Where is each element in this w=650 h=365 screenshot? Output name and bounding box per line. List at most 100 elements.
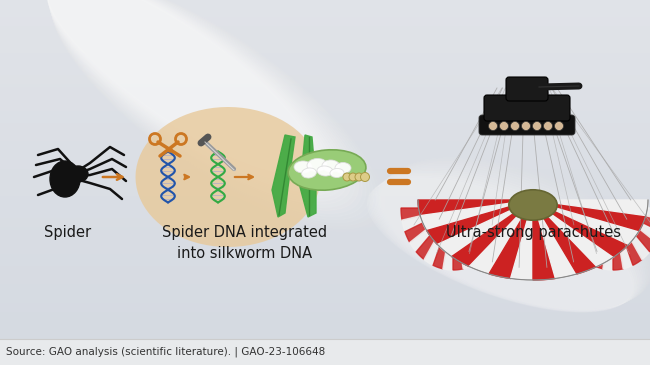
Polygon shape [613, 208, 633, 269]
Circle shape [543, 122, 552, 131]
Bar [0, 76, 650, 79]
Polygon shape [453, 208, 489, 260]
Bar [0, 328, 650, 331]
Bar [0, 252, 650, 256]
Polygon shape [453, 208, 496, 252]
Bar [0, 322, 650, 326]
Bar [0, 30, 650, 34]
Circle shape [489, 122, 497, 131]
Bar [0, 349, 650, 353]
Polygon shape [135, 107, 320, 247]
Polygon shape [405, 208, 453, 242]
Polygon shape [613, 208, 650, 252]
Polygon shape [418, 200, 533, 216]
Bar [0, 358, 650, 362]
Bar [0, 51, 650, 55]
Bar [0, 182, 650, 185]
Bar [0, 18, 650, 21]
Ellipse shape [68, 166, 88, 182]
Bar [0, 297, 650, 301]
Bar [0, 231, 650, 234]
Circle shape [532, 122, 541, 131]
Bar [0, 164, 650, 167]
Polygon shape [562, 208, 613, 232]
Bar [0, 42, 650, 46]
Ellipse shape [509, 190, 557, 220]
Circle shape [499, 122, 508, 131]
Polygon shape [437, 200, 533, 257]
Bar [0, 264, 650, 268]
Polygon shape [469, 200, 533, 274]
Bar [0, 21, 650, 24]
Polygon shape [565, 208, 613, 242]
Bar [0, 352, 650, 356]
Bar [0, 5, 650, 9]
Ellipse shape [49, 0, 362, 214]
Bar [0, 139, 650, 143]
Circle shape [343, 173, 351, 181]
Bar [0, 292, 650, 295]
Bar [0, 246, 650, 249]
Text: Spider DNA integrated
into silkworm DNA: Spider DNA integrated into silkworm DNA [162, 225, 328, 261]
Ellipse shape [49, 0, 347, 201]
Bar [0, 191, 650, 195]
FancyBboxPatch shape [506, 77, 548, 101]
Bar [0, 15, 650, 18]
Bar [0, 64, 650, 67]
Bar [0, 285, 650, 289]
Bar [0, 356, 650, 359]
Polygon shape [533, 200, 639, 245]
Bar [0, 78, 650, 82]
Bar [0, 91, 650, 94]
Bar [0, 279, 650, 283]
Bar [0, 130, 650, 134]
Bar [0, 176, 650, 180]
Bar [0, 334, 650, 338]
Polygon shape [452, 200, 533, 266]
Bar [0, 224, 650, 228]
Polygon shape [613, 208, 650, 220]
Bar [0, 97, 650, 100]
Bar [0, 261, 650, 265]
Polygon shape [577, 208, 613, 260]
Ellipse shape [335, 162, 351, 173]
Polygon shape [533, 200, 648, 216]
Bar [0, 234, 650, 237]
Bar [0, 85, 650, 88]
Bar [0, 106, 650, 110]
Bar [0, 212, 650, 216]
Bar [0, 240, 650, 243]
Bar [0, 60, 650, 64]
Ellipse shape [302, 168, 317, 178]
Ellipse shape [367, 178, 632, 312]
Bar [0, 121, 650, 125]
Circle shape [361, 173, 369, 181]
Bar [0, 361, 650, 365]
Bar [0, 310, 650, 313]
Bar [0, 267, 650, 271]
Polygon shape [570, 208, 613, 252]
Bar [0, 33, 650, 37]
Bar [0, 45, 650, 49]
Bar [0, 255, 650, 258]
Circle shape [521, 122, 530, 131]
Polygon shape [489, 200, 533, 278]
Bar [0, 158, 650, 161]
Bar [0, 337, 650, 341]
Ellipse shape [307, 158, 327, 172]
Bar [0, 316, 650, 319]
Bar [0, 215, 650, 219]
Bar [0, 48, 650, 52]
Bar [0, 9, 650, 12]
Polygon shape [453, 208, 463, 270]
Ellipse shape [370, 174, 636, 311]
Polygon shape [593, 208, 613, 269]
Bar [0, 27, 650, 30]
Bar [0, 82, 650, 85]
Bar [0, 273, 650, 277]
Polygon shape [300, 135, 316, 217]
Polygon shape [453, 208, 473, 269]
Polygon shape [613, 208, 642, 265]
Ellipse shape [47, 0, 321, 180]
Bar [0, 197, 650, 201]
